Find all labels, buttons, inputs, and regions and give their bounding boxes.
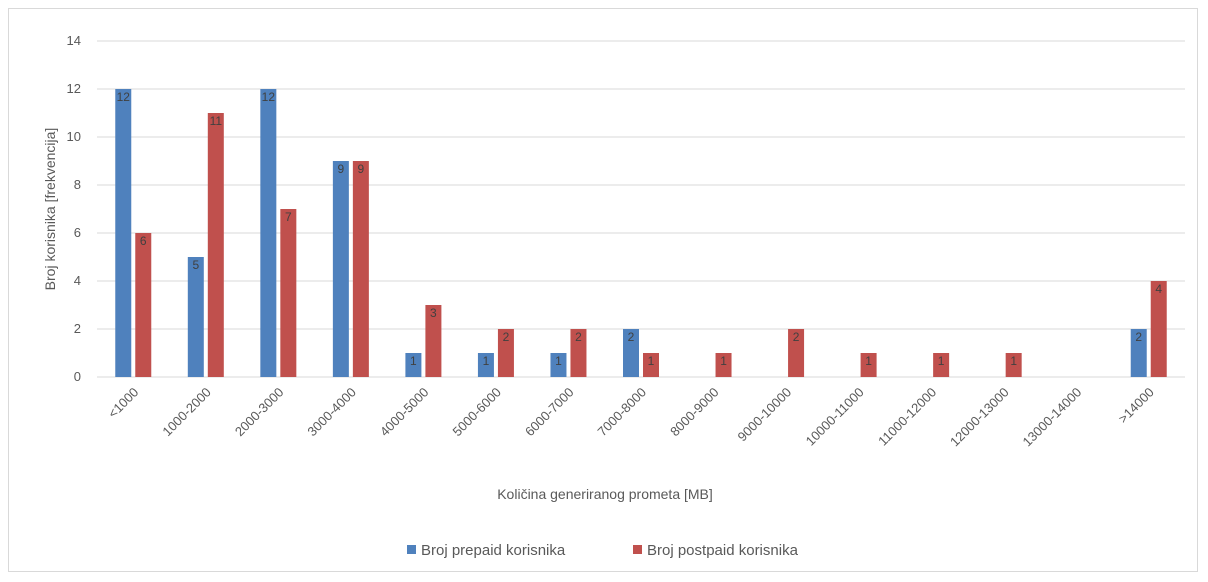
legend: Broj prepaid korisnika Broj postpaid kor…	[407, 542, 799, 559]
bar-postpaid	[860, 353, 877, 377]
data-label: 2	[575, 330, 582, 344]
data-label: 1	[938, 354, 945, 368]
bar-postpaid	[933, 353, 950, 377]
x-tick-label: 3000-4000	[304, 385, 359, 440]
bar-prepaid	[115, 89, 132, 377]
data-label: 1	[410, 354, 417, 368]
bar-postpaid	[788, 329, 805, 377]
legend-label-prepaid: Broj prepaid korisnika	[421, 542, 566, 559]
x-tick-label: <1000	[105, 385, 141, 421]
x-tick-labels: <1000 1000-2000 2000-3000 3000-4000 4000-500…	[105, 385, 1157, 450]
bar-prepaid	[187, 257, 204, 377]
bar-prepaid	[405, 353, 422, 377]
data-label: 1	[555, 354, 562, 368]
x-tick-label: 7000-8000	[595, 385, 650, 440]
bar-postpaid	[1005, 353, 1022, 377]
legend-label-postpaid: Broj postpaid korisnika	[647, 542, 799, 559]
x-tick-label: 8000-9000	[667, 385, 722, 440]
data-label: 1	[648, 354, 655, 368]
data-label: 2	[793, 330, 800, 344]
data-label: 1	[720, 354, 727, 368]
y-tick-label: 14	[67, 33, 81, 48]
bar-prepaid	[260, 89, 277, 377]
x-tick-label: 2000-3000	[232, 385, 287, 440]
bar-postpaid	[570, 329, 587, 377]
data-label: 12	[117, 90, 131, 104]
data-label: 2	[503, 330, 510, 344]
x-tick-label: >14000	[1115, 385, 1157, 427]
x-tick-label: 10000-11000	[803, 385, 867, 449]
data-label: 1	[483, 354, 490, 368]
chart-frame: 12 6 5 11 12 7 9 9 1 3 1 2 1 2 2 1 1 2 1 1 1 2 4 0 2 4 6 8 10 12 14 <…	[8, 8, 1198, 572]
bar-prepaid	[1130, 329, 1147, 377]
x-tick-label: 13000-14000	[1020, 385, 1085, 450]
bar-postpaid	[135, 233, 152, 377]
data-label: 4	[1155, 282, 1162, 296]
data-label: 5	[192, 258, 199, 272]
data-label: 9	[338, 162, 345, 176]
data-label: 2	[628, 330, 635, 344]
x-tick-label: 6000-7000	[522, 385, 577, 440]
y-axis-title: Broj korisnika [frekvencija]	[42, 128, 58, 291]
bar-postpaid	[425, 305, 442, 377]
gridlines	[97, 40, 1185, 378]
x-tick-label: 4000-5000	[377, 385, 432, 440]
y-tick-label: 10	[67, 129, 81, 144]
data-label: 12	[262, 90, 276, 104]
data-label: 11	[210, 114, 223, 128]
legend-swatch-postpaid	[633, 545, 642, 554]
bar-postpaid	[1150, 281, 1167, 377]
data-label: 1	[1010, 354, 1017, 368]
data-label: 6	[140, 234, 147, 248]
y-tick-label: 4	[74, 273, 81, 288]
x-axis-title: Količina generiranog prometa [MB]	[497, 486, 713, 502]
bar-prepaid	[332, 161, 349, 377]
y-tick-label: 2	[74, 321, 81, 336]
legend-swatch-prepaid	[407, 545, 416, 554]
y-tick-labels: 0 2 4 6 8 10 12 14	[67, 33, 81, 384]
bar-postpaid	[715, 353, 732, 377]
data-label: 3	[430, 306, 437, 320]
bar-postpaid	[497, 329, 514, 377]
y-tick-label: 6	[74, 225, 81, 240]
x-tick-label: 1000-2000	[159, 385, 214, 440]
bar-prepaid	[550, 353, 567, 377]
data-label: 1	[865, 354, 872, 368]
x-tick-label: 12000-13000	[947, 385, 1012, 450]
x-tick-label: 11000-12000	[875, 385, 939, 449]
data-label: 2	[1135, 330, 1142, 344]
data-label: 7	[285, 210, 292, 224]
bar-postpaid	[207, 113, 224, 377]
bar-postpaid	[352, 161, 369, 377]
y-tick-label: 12	[67, 81, 81, 96]
bar-prepaid	[623, 329, 639, 377]
bar-postpaid	[280, 209, 297, 377]
y-tick-label: 8	[74, 177, 81, 192]
x-tick-label: 9000-10000	[735, 385, 795, 445]
bar-postpaid	[643, 353, 659, 377]
bar-prepaid	[477, 353, 494, 377]
data-label: 9	[358, 162, 365, 176]
y-tick-label: 0	[74, 369, 81, 384]
x-tick-label: 5000-6000	[449, 385, 504, 440]
